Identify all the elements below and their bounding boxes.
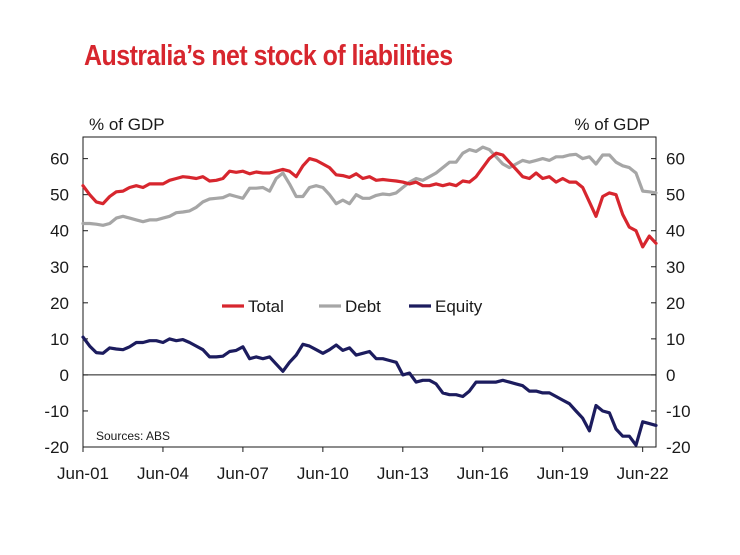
series-line-equity xyxy=(81,335,658,447)
x-tick-label: Jun-07 xyxy=(217,464,269,483)
y-tick-label-left: 10 xyxy=(50,330,69,349)
y-tick-label-right: -20 xyxy=(666,438,691,457)
y-tick-label-left: 30 xyxy=(50,258,69,277)
x-tick-label: Jun-10 xyxy=(297,464,349,483)
y-tick-label-left: 50 xyxy=(50,186,69,205)
chart-title: Australia’s net stock of liabilities xyxy=(84,40,453,72)
x-tick-label: Jun-22 xyxy=(617,464,669,483)
series-line-total xyxy=(81,151,658,249)
legend: Total Debt Equity xyxy=(222,297,483,316)
legend-label-total: Total xyxy=(248,297,284,316)
y-tick-label-right: 60 xyxy=(666,150,685,169)
x-tick-label: Jun-04 xyxy=(137,464,189,483)
y-tick-label-right: 50 xyxy=(666,186,685,205)
y-unit-left: % of GDP xyxy=(89,115,165,134)
y-tick-label-left: 40 xyxy=(50,222,69,241)
y-tick-label-right: 40 xyxy=(666,222,685,241)
series-lines-layer xyxy=(81,145,658,447)
y-tick-label-right: 30 xyxy=(666,258,685,277)
legend-label-equity: Equity xyxy=(435,297,483,316)
plot-frame-layer xyxy=(82,136,657,452)
y-tick-label-left: -10 xyxy=(44,402,69,421)
y-tick-label-right: 0 xyxy=(666,366,675,385)
y-tick-label-left: 20 xyxy=(50,294,69,313)
y-unit-right: % of GDP xyxy=(574,115,650,134)
source-note: Sources: ABS xyxy=(96,429,170,443)
plot-frame xyxy=(82,136,657,448)
y-tick-label-left: -20 xyxy=(44,438,69,457)
y-tick-label-left: 60 xyxy=(50,150,69,169)
series-line-debt xyxy=(81,145,658,227)
y-tick-label-right: 10 xyxy=(666,330,685,349)
x-tick-label: Jun-01 xyxy=(57,464,109,483)
x-tick-label: Jun-13 xyxy=(377,464,429,483)
y-tick-label-right: 20 xyxy=(666,294,685,313)
axis-labels-layer: -20 -20 -10 -10 0 0 10 10 20 20 30 30 40 40 50 50 60 60 Ju… xyxy=(44,115,690,483)
x-tick-label: Jun-19 xyxy=(537,464,589,483)
y-tick-label-right: -10 xyxy=(666,402,691,421)
x-tick-label: Jun-16 xyxy=(457,464,509,483)
y-tick-label-left: 0 xyxy=(60,366,69,385)
legend-label-debt: Debt xyxy=(345,297,381,316)
